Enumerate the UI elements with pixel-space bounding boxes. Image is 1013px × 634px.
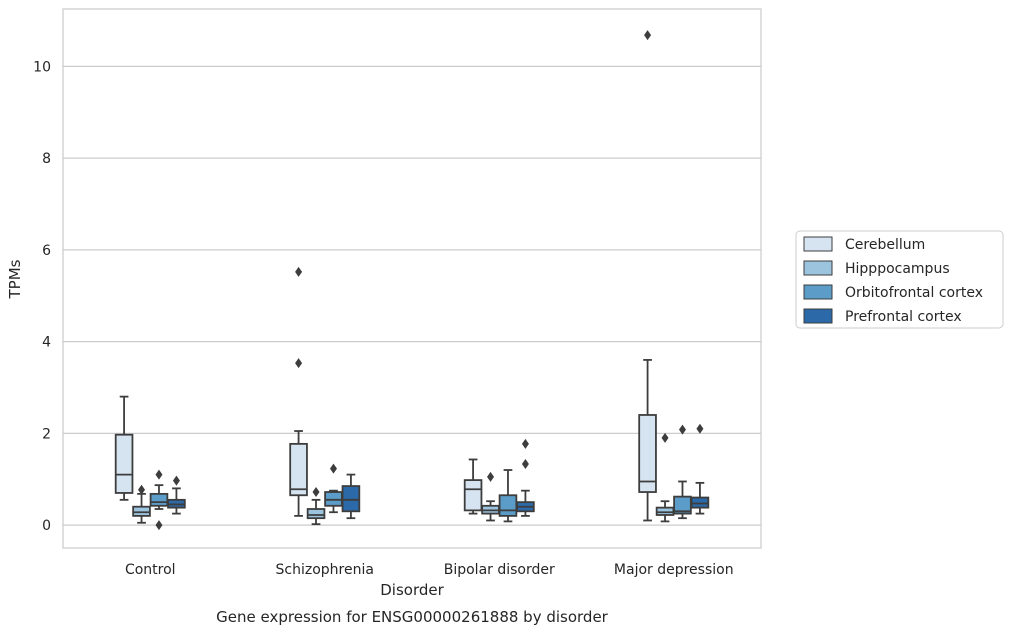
- y-axis-title: TPMs: [6, 259, 24, 299]
- box-iqr: [655, 506, 675, 516]
- box-iqr: [114, 433, 134, 494]
- outlier-point: [312, 487, 320, 498]
- y-tick-label: 10: [33, 59, 51, 75]
- box-orbitofrontal-cortex: [149, 469, 169, 531]
- outlier-point: [678, 424, 686, 435]
- x-tick-label: Schizophrenia: [276, 562, 374, 578]
- x-tick-label: Bipolar disorder: [444, 562, 555, 578]
- outlier-point: [172, 475, 180, 486]
- legend-swatch: [803, 236, 833, 252]
- y-tick-label: 2: [42, 426, 51, 442]
- box-iqr: [463, 479, 483, 512]
- box-hipppocampus: [481, 471, 500, 522]
- box-prefrontal-cortex: [690, 423, 710, 515]
- legend-frame: [795, 230, 1004, 329]
- outlier-point: [521, 459, 529, 470]
- outlier-point: [644, 30, 652, 41]
- box-prefrontal-cortex: [167, 475, 186, 515]
- legend-label: Cerebellum: [845, 237, 925, 253]
- box-prefrontal-cortex: [341, 473, 361, 520]
- legend-items: Cerebellum Hipppocampus Orbitofrontal cort…: [803, 236, 983, 325]
- plot-frame: [62, 8, 762, 549]
- legend-label: Orbitofrontal cortex: [845, 285, 983, 301]
- legend-swatch: [803, 260, 833, 276]
- box-hipppocampus: [655, 432, 675, 523]
- outlier-point: [661, 432, 669, 443]
- x-tick-labels: Control Schizophrenia Bipolar disorder Majo…: [125, 562, 734, 578]
- box-cerebellum: [289, 266, 308, 517]
- box-orbitofrontal-cortex: [324, 463, 343, 514]
- box-cerebellum: [114, 395, 134, 501]
- box-hipppocampus: [306, 487, 326, 526]
- y-tick-label: 6: [42, 243, 51, 259]
- legend-label: Prefrontal cortex: [845, 309, 962, 325]
- box-iqr: [498, 494, 518, 517]
- box-orbitofrontal-cortex: [673, 424, 692, 520]
- box-hipppocampus: [132, 484, 151, 524]
- outlier-point: [295, 358, 303, 369]
- box-iqr: [289, 442, 308, 497]
- box-iqr: [690, 496, 710, 509]
- box-iqr: [149, 492, 169, 507]
- y-tick-label: 8: [42, 151, 51, 167]
- outlier-point: [521, 438, 529, 449]
- grid-lines: [63, 65, 761, 526]
- legend-swatch: [803, 308, 833, 324]
- outlier-point: [155, 469, 163, 480]
- legend: Cerebellum Hipppocampus Orbitofrontal cort…: [795, 230, 1004, 329]
- box-orbitofrontal-cortex: [498, 469, 518, 523]
- y-tick-labels: 0 2 4 6 8 10: [33, 59, 51, 534]
- box-prefrontal-cortex: [516, 438, 535, 517]
- box-cerebellum: [638, 30, 657, 522]
- outlier-point: [295, 266, 303, 277]
- y-tick-label: 4: [42, 335, 51, 351]
- box-iqr: [638, 414, 657, 493]
- box-iqr: [306, 508, 326, 520]
- box-cerebellum: [463, 458, 483, 515]
- legend-swatch: [803, 284, 833, 300]
- box-iqr: [324, 491, 343, 507]
- legend-label: Hipppocampus: [845, 261, 950, 277]
- outlier-point: [487, 471, 495, 482]
- y-tick-label: 0: [42, 518, 51, 534]
- outlier-point: [138, 484, 146, 495]
- box-iqr: [341, 485, 361, 513]
- box-iqr: [132, 505, 151, 517]
- x-tick-label: Major depression: [614, 562, 734, 578]
- outlier-point: [329, 463, 337, 474]
- x-tick-label: Control: [125, 562, 176, 578]
- outlier-point: [696, 423, 704, 434]
- box-plot-marks: [114, 30, 710, 531]
- x-axis-title: Disorder: [380, 581, 444, 599]
- chart-title: Gene expression for ENSG00000261888 by d…: [216, 608, 609, 626]
- outlier-point: [155, 520, 163, 531]
